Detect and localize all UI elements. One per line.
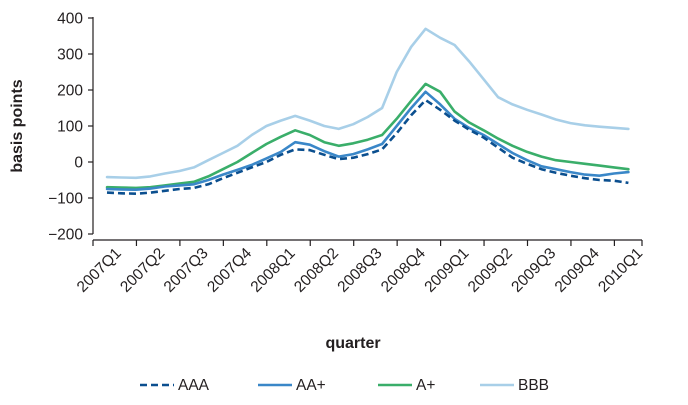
legend: AAA AA+ A+ BBB	[140, 377, 549, 394]
y-axis-title: basis points	[9, 79, 26, 172]
legend-label: A+	[416, 377, 435, 394]
y-tick-label: −200	[48, 227, 83, 244]
series-line-aaa	[106, 98, 629, 195]
y-axis: −200 −100 0 100 200 300 400	[48, 11, 94, 244]
x-axis-title: quarter	[325, 335, 380, 352]
y-tick-label: 0	[74, 155, 83, 172]
x-tick-label: 2008Q2	[291, 245, 342, 296]
x-tick-label: 2008Q3	[334, 245, 385, 296]
legend-label: AAA	[178, 377, 210, 394]
x-tick-label: 2008Q1	[248, 245, 299, 296]
legend-label: BBB	[518, 377, 549, 394]
x-tick-label: 2009Q3	[508, 245, 559, 296]
x-axis: 2007Q12007Q22007Q32007Q42008Q12008Q22008…	[74, 239, 646, 296]
y-tick-label: −100	[48, 191, 83, 208]
x-tick-label: 2009Q1	[421, 245, 472, 296]
y-tick-label: 300	[57, 47, 83, 64]
x-tick-label: 2007Q2	[117, 245, 168, 296]
y-tick-label: 400	[57, 11, 83, 28]
x-tick-label: 2009Q4	[552, 245, 603, 296]
x-tick-label: 2007Q1	[74, 245, 125, 296]
legend-label: AA+	[296, 377, 326, 394]
series-lines	[105, 27, 630, 195]
x-tick-label: 2007Q4	[204, 245, 255, 296]
y-tick-label: 200	[57, 83, 83, 100]
x-tick-label: 2009Q2	[465, 245, 516, 296]
series-line-a-plus	[105, 82, 630, 190]
series-line-bbb	[105, 27, 630, 180]
series-line-aa-plus	[105, 90, 630, 191]
x-tick-label: 2007Q3	[161, 245, 212, 296]
y-tick-label: 100	[57, 119, 83, 136]
x-tick-label: 2008Q4	[378, 245, 429, 296]
x-tick-label: 2010Q1	[595, 245, 646, 296]
